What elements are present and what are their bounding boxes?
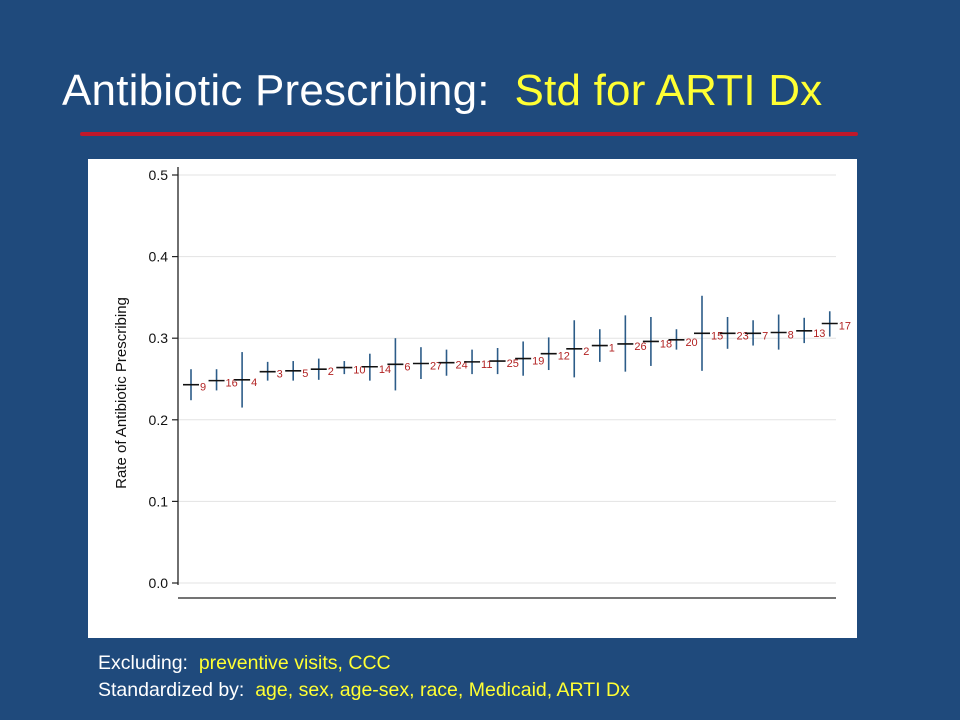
point-label: 2 (583, 346, 589, 358)
point-label: 5 (302, 368, 308, 380)
point-label: 1 (609, 343, 615, 355)
y-tick-label: 0.4 (149, 249, 169, 265)
y-tick-label: 0.0 (149, 575, 169, 591)
title-highlight: Std for ARTI Dx (514, 66, 823, 115)
point-label: 15 (711, 330, 723, 342)
y-axis-label: Rate of Antibiotic Prescribing (113, 297, 130, 489)
footnotes: Excluding: preventive visits, CCC Standa… (98, 650, 630, 704)
point-label: 24 (456, 360, 468, 372)
standardized-value: age, sex, age-sex, race, Medicaid, ARTI … (255, 679, 630, 701)
y-tick-label: 0.5 (149, 167, 169, 183)
point-label: 12 (558, 351, 570, 363)
point-label: 18 (660, 338, 672, 350)
point-label: 10 (353, 365, 365, 377)
point-label: 8 (788, 329, 794, 341)
point-label: 23 (737, 330, 749, 342)
point-label: 2 (328, 366, 334, 378)
title-prefix: Antibiotic Prescribing: (62, 66, 490, 115)
standardized-line: Standardized by: age, sex, age-sex, race… (98, 677, 630, 704)
point-label: 17 (839, 321, 851, 333)
point-label: 13 (813, 328, 825, 340)
point-label: 9 (200, 382, 206, 394)
rate-chart: Rate of Antibiotic Prescribing 0.0 0.1 0.2… (113, 167, 851, 599)
y-tick-label: 0.3 (149, 330, 169, 346)
chart-panel: Rate of Antibiotic Prescribing 0.0 0.1 0.2… (88, 159, 857, 638)
point-label: 19 (532, 356, 544, 368)
excluding-label: Excluding: (98, 652, 188, 674)
y-tick-label: 0.2 (149, 412, 169, 428)
excluding-value: preventive visits, CCC (198, 652, 391, 674)
point-label: 27 (430, 360, 442, 372)
point-label: 16 (226, 378, 238, 390)
point-label: 26 (634, 341, 646, 353)
point-label: 14 (379, 364, 391, 376)
point-label: 25 (507, 358, 519, 370)
excluding-line: Excluding: preventive visits, CCC (98, 650, 630, 677)
point-label: 7 (762, 330, 768, 342)
point-label: 6 (404, 361, 410, 373)
point-label: 20 (685, 337, 697, 349)
point-label: 4 (251, 377, 257, 389)
point-label: 11 (481, 359, 492, 371)
title-underline (80, 132, 858, 136)
y-tick-label: 0.1 (149, 493, 169, 509)
standardized-label: Standardized by: (98, 679, 245, 701)
point-label: 3 (277, 369, 283, 381)
slide-title: Antibiotic Prescribing: Std for ARTI Dx (62, 66, 822, 116)
